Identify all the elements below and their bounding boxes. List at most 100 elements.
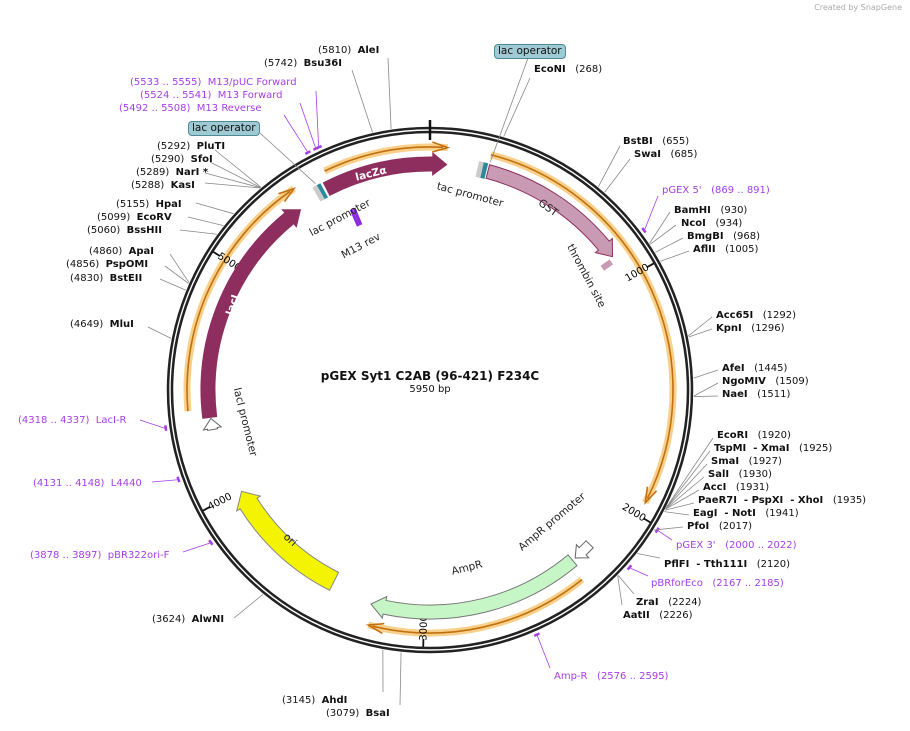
cut-position: (2017) — [718, 521, 753, 532]
cut-position: (1931) — [735, 482, 770, 493]
enzyme-leader-line — [195, 202, 234, 215]
enzyme-site-label[interactable]: (5292) PluTI — [157, 141, 225, 153]
primer-site-mark — [533, 632, 540, 637]
cut-position: (5060) — [87, 225, 121, 236]
enzyme-leader-line — [351, 69, 373, 133]
enzyme-name: NaeI — [722, 389, 748, 400]
enzyme-site-label[interactable]: NgoMIV (1509) — [722, 376, 809, 388]
primer-label[interactable]: (3878 .. 3897) pBR322ori-F — [30, 550, 169, 562]
enzyme-site-label[interactable]: (5290) SfoI — [151, 154, 213, 166]
primer-leader-line — [182, 542, 211, 553]
primer-name: pBRforEco — [651, 578, 703, 589]
enzyme-site-label[interactable]: PaeR7I - PspXI - XhoI (1935) — [698, 495, 866, 507]
enzyme-site-label[interactable]: AfeI (1445) — [722, 363, 787, 375]
lac-operator-label[interactable]: lac operator — [494, 44, 566, 59]
enzyme-name: EagI - NotI — [693, 508, 756, 519]
cut-position: (268) — [575, 64, 603, 75]
enzyme-site-label[interactable]: EagI - NotI (1941) — [693, 508, 799, 520]
enzyme-name: KpnI — [716, 323, 742, 334]
enzyme-site-label[interactable]: NcoI (934) — [681, 218, 742, 230]
operator-leader-line — [259, 132, 316, 184]
primer-range: (5533 .. 5555) — [130, 77, 202, 88]
primer-range: (5492 .. 5508) — [119, 103, 191, 114]
enzyme-site-label[interactable]: (3624) AlwNI — [152, 614, 224, 626]
enzyme-leader-line — [665, 489, 700, 510]
enzyme-leader-line — [664, 502, 695, 511]
enzyme-name: AlwNI — [191, 614, 225, 625]
enzyme-name: NgoMIV — [722, 376, 766, 387]
enzyme-name: PfoI — [687, 521, 710, 532]
enzyme-site-label[interactable]: PflFI - Tth111I (2120) — [664, 559, 790, 571]
enzyme-site-label[interactable]: BstBI (655) — [623, 136, 689, 148]
primer-label[interactable]: Amp-R (2576 .. 2595) — [554, 671, 668, 683]
enzyme-name: SmaI — [711, 456, 740, 467]
enzyme-site-label[interactable]: (5810) AleI — [318, 45, 379, 57]
enzyme-name: Bsu36I — [303, 58, 342, 69]
cut-position: (4649) — [70, 319, 104, 330]
enzyme-site-label[interactable]: (4860) ApaI — [89, 246, 154, 258]
primer-range: (2167 .. 2185) — [712, 578, 784, 589]
enzyme-leader-line — [693, 382, 719, 397]
enzyme-site-label[interactable]: (5060) BssHII — [87, 225, 162, 237]
primer-label[interactable]: pBRforEco (2167 .. 2185) — [651, 578, 784, 590]
primer-label[interactable]: (4131 .. 4148) L4440 — [33, 478, 142, 490]
enzyme-site-label[interactable]: (5155) HpaI — [116, 199, 182, 211]
enzyme-site-label[interactable]: KpnI (1296) — [716, 323, 785, 335]
enzyme-leader-line — [159, 278, 186, 291]
primer-label[interactable]: pGEX 5' (869 .. 891) — [662, 185, 770, 197]
cut-position: (1509) — [775, 376, 809, 387]
primer-label[interactable]: (5533 .. 5555) M13/pUC Forward — [130, 77, 297, 89]
enzyme-site-label[interactable]: EcoNI (268) — [534, 64, 602, 76]
enzyme-site-label[interactable]: SmaI (1927) — [711, 456, 782, 468]
cut-position: (1005) — [725, 244, 759, 255]
orf-arrowhead — [644, 486, 658, 505]
m13-rev-mark — [349, 208, 360, 227]
primer-leader-line — [536, 635, 551, 669]
primer-name: M13 Forward — [217, 90, 283, 101]
primer-label[interactable]: pGEX 3' (2000 .. 2022) — [676, 540, 797, 552]
enzyme-site-label[interactable]: (5742) Bsu36I — [264, 58, 342, 70]
enzyme-site-label[interactable]: (3145) AhdI — [282, 695, 347, 707]
feature-ori-arrow — [235, 490, 340, 591]
enzyme-site-label[interactable]: AccI (1931) — [703, 482, 769, 494]
enzyme-site-label[interactable]: AflII (1005) — [693, 244, 758, 256]
enzyme-name: BsaI — [365, 708, 390, 719]
primer-leader-line — [151, 479, 178, 483]
lac-operator-label[interactable]: lac operator — [188, 121, 260, 136]
enzyme-site-label[interactable]: TspMI - XmaI (1925) — [714, 443, 832, 455]
primer-label[interactable]: (5492 .. 5508) M13 Reverse — [119, 103, 262, 115]
enzyme-name: SwaI — [634, 149, 661, 160]
enzyme-site-label[interactable]: PfoI (2017) — [687, 521, 752, 533]
enzyme-site-label[interactable]: ZraI (2224) — [636, 597, 701, 609]
enzyme-name: EcoRV — [136, 212, 172, 223]
enzyme-site-label[interactable]: (5289) NarI * — [136, 167, 208, 179]
primer-label[interactable]: (4318 .. 4337) LacI-R — [18, 415, 126, 427]
enzyme-site-label[interactable]: (4856) PspOMI — [66, 259, 148, 271]
regulatory-element-mark — [312, 185, 325, 202]
enzyme-leader-line — [503, 77, 531, 137]
enzyme-site-label[interactable]: NaeI (1511) — [722, 389, 790, 401]
enzyme-site-label[interactable]: SwaI (685) — [634, 149, 697, 161]
enzyme-leader-line — [665, 463, 708, 509]
primer-name: pBR322ori-F — [107, 550, 170, 561]
enzyme-site-label[interactable]: (4830) BstEII — [70, 273, 142, 285]
feature-lacz--arrow — [322, 151, 448, 196]
enzyme-name: BstBI — [623, 136, 653, 147]
primer-label[interactable]: (5524 .. 5541) M13 Forward — [140, 90, 283, 102]
enzyme-site-label[interactable]: (4649) MluI — [70, 319, 134, 331]
enzyme-name: BmgBI — [687, 231, 724, 242]
enzyme-site-label[interactable]: EcoRI (1920) — [717, 430, 791, 442]
cut-position: (3624) — [152, 614, 186, 625]
enzyme-site-label[interactable]: SalI (1930) — [708, 469, 772, 481]
primer-name: pGEX 5' — [662, 185, 702, 196]
enzyme-name: AccI — [703, 482, 727, 493]
enzyme-site-label[interactable]: (5099) EcoRV — [97, 212, 172, 224]
enzyme-site-label[interactable]: (5288) KasI — [131, 180, 195, 192]
enzyme-site-label[interactable]: AatII (2226) — [623, 610, 693, 622]
primer-site-mark — [312, 146, 320, 151]
enzyme-site-label[interactable]: Acc65I (1292) — [716, 310, 796, 322]
primer-leader-line — [299, 102, 316, 148]
enzyme-site-label[interactable]: BamHI (930) — [674, 205, 747, 217]
enzyme-site-label[interactable]: (3079) BsaI — [326, 708, 390, 720]
enzyme-site-label[interactable]: BmgBI (968) — [687, 231, 760, 243]
